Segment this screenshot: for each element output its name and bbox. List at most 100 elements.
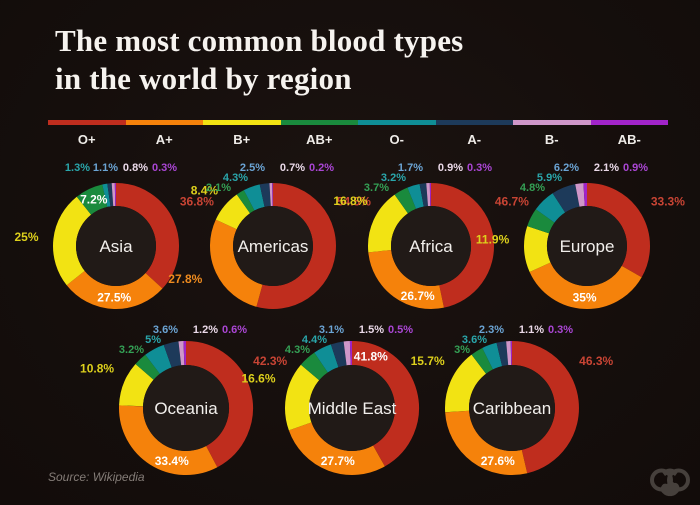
americas-segment-o — [243, 184, 265, 211]
title-line-2: in the world by region — [55, 61, 352, 96]
caribbean-value-label-a: 2.3% — [479, 324, 504, 336]
americas-value-label-o: 54.5% — [337, 194, 371, 208]
africa-segment-a — [419, 183, 429, 207]
americas-value-label-o: 4.3% — [223, 172, 248, 184]
europe-value-label-a: 6.2% — [554, 162, 579, 174]
oceania-segment-a — [163, 341, 182, 368]
caribbean-value-label-o: 3.6% — [462, 334, 487, 346]
oceania-segment-o — [145, 344, 173, 375]
europe-value-label-ab: 0.9% — [623, 162, 648, 174]
caribbean-value-label-ab: 0.3% — [548, 324, 573, 336]
middle-east-value-label-b: 16.6% — [241, 371, 275, 385]
americas-value-label-ab: 2.1% — [206, 182, 231, 194]
africa-value-label-o: 46.7% — [495, 194, 529, 208]
europe-value-label-o: 5.9% — [537, 172, 562, 184]
asia-value-label-o: 36.8% — [180, 194, 214, 208]
asia-value-label-b: 0.8% — [123, 162, 148, 174]
americas-segment-ab — [236, 190, 255, 214]
legend-label-a: A- — [467, 132, 482, 147]
caribbean-value-label-b: 15.7% — [411, 354, 445, 368]
asia-value-label-ab: 7.2% — [80, 193, 108, 207]
middle-east-segment-a — [330, 341, 347, 368]
legend-swatch-a — [435, 120, 513, 125]
legend-swatch-o — [358, 120, 436, 125]
africa-segment-ab — [394, 187, 417, 214]
africa-value-label-a: 26.7% — [401, 289, 435, 303]
legend-label-o: O+ — [77, 132, 96, 147]
caribbean-value-label-ab: 3% — [454, 344, 470, 356]
middle-east-segment-o — [314, 344, 339, 373]
americas-region-label: Americas — [238, 237, 309, 256]
blood-type-legend: O+ A+ B+ AB+ O- A- B- AB- — [48, 120, 668, 147]
africa-value-label-a: 1.7% — [398, 162, 423, 174]
asia-value-label-a: 1.1% — [93, 162, 118, 174]
oceania-value-label-b: 1.2% — [193, 324, 218, 336]
oceania-segment-ab — [135, 354, 161, 380]
page-title: The most common blood types in the world… — [55, 22, 463, 98]
caribbean-segment-o — [511, 341, 579, 474]
oceania-value-label-o: 42.3% — [253, 354, 287, 368]
europe-donut-hole — [547, 206, 627, 286]
asia-segment-o — [115, 183, 179, 289]
brand-logo-icon — [648, 464, 692, 500]
europe-segment-a — [529, 261, 642, 309]
legend-item-a: A- — [435, 120, 513, 147]
africa-segment-a — [368, 249, 444, 309]
legend-item-o: O- — [358, 120, 436, 147]
asia-value-label-ab: 0.3% — [152, 162, 177, 174]
legend-swatch-ab — [280, 120, 358, 125]
oceania-value-label-ab: 3.2% — [119, 344, 144, 356]
europe-segment-o — [535, 193, 566, 224]
americas-donut-hole — [233, 206, 313, 286]
legend-swatch-o — [48, 120, 126, 125]
europe-value-label-b: 11.9% — [476, 233, 510, 247]
americas-segment-a — [259, 183, 271, 207]
legend-item-o: O+ — [48, 120, 126, 147]
oceania-region-label: Oceania — [154, 399, 218, 418]
americas-value-label-a: 2.5% — [240, 162, 265, 174]
americas-value-label-b: 0.7% — [280, 162, 305, 174]
asia-value-label-b: 25% — [14, 230, 38, 244]
middle-east-value-label-b: 1.5% — [359, 324, 384, 336]
asia-value-label-a: 27.5% — [97, 290, 131, 304]
caribbean-segment-ab — [471, 347, 494, 374]
legend-label-ab: AB+ — [306, 132, 333, 147]
caribbean-value-label-a: 27.6% — [481, 454, 515, 468]
asia-segment-ab — [76, 184, 108, 216]
middle-east-segment-ab — [300, 352, 329, 381]
europe-segment-o — [586, 183, 650, 278]
legend-label-b: B+ — [233, 132, 251, 147]
oceania-donut-hole — [143, 365, 229, 451]
caribbean-region-label: Caribbean — [473, 399, 551, 418]
africa-segment-o — [430, 183, 495, 308]
europe-segment-b — [524, 226, 551, 272]
middle-east-value-label-o: 41.8% — [354, 349, 388, 363]
legend-label-a: A+ — [155, 132, 173, 147]
africa-region-label: Africa — [409, 237, 453, 256]
americas-value-label-b: 8.4% — [191, 184, 219, 198]
oceania-segment-a — [119, 405, 218, 475]
africa-value-label-b: 16.8% — [333, 194, 367, 208]
middle-east-value-label-ab: 0.5% — [388, 324, 413, 336]
oceania-segment-o — [185, 341, 253, 468]
africa-donut-hole — [391, 206, 471, 286]
europe-value-label-a: 35% — [573, 290, 597, 304]
middle-east-region-label: Middle East — [308, 399, 397, 418]
oceania-segment-b — [119, 363, 154, 407]
europe-value-label-o: 33.3% — [651, 194, 685, 208]
europe-segment-b — [575, 183, 585, 207]
asia-donut-hole — [76, 206, 156, 286]
americas-value-label-ab: 0.2% — [309, 162, 334, 174]
europe-value-label-b: 2.1% — [594, 162, 619, 174]
africa-value-label-ab: 3.7% — [364, 182, 389, 194]
asia-segment-a — [66, 270, 163, 309]
africa-segment-o — [407, 184, 425, 210]
legend-swatch-b — [203, 120, 281, 125]
title-line-1: The most common blood types — [55, 23, 464, 58]
source-credit: Source: Wikipedia — [48, 470, 145, 484]
caribbean-value-label-b: 1.1% — [519, 324, 544, 336]
americas-segment-a — [210, 219, 264, 307]
asia-segment-b — [53, 196, 92, 286]
